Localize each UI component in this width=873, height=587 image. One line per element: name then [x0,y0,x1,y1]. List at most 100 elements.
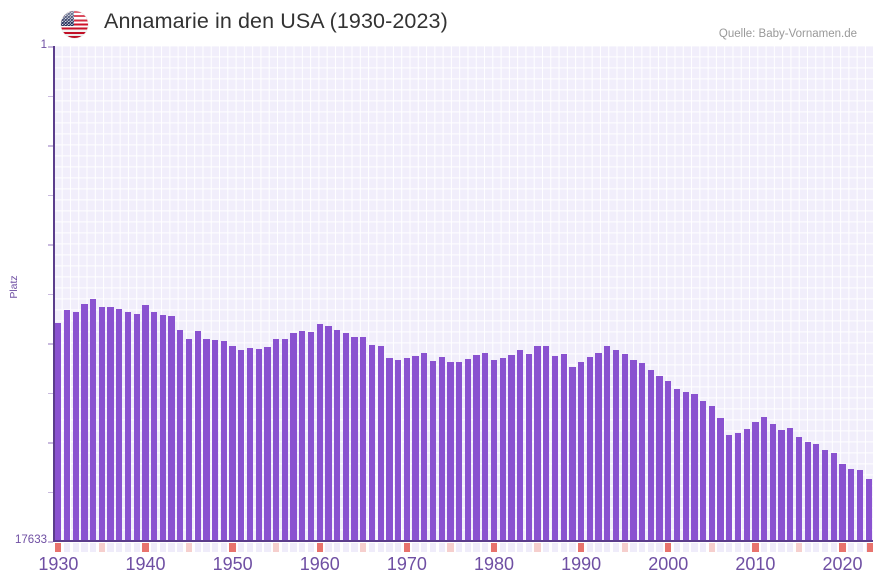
bar[interactable] [673,389,681,541]
bar[interactable] [508,355,515,541]
bar[interactable] [185,339,193,541]
bar[interactable] [717,417,724,541]
bar[interactable] [630,360,637,541]
bar[interactable] [90,298,97,541]
bar[interactable] [665,381,672,541]
bar[interactable] [151,311,158,541]
bar[interactable] [516,350,524,541]
bar[interactable] [586,357,593,541]
bar[interactable] [246,347,254,541]
bar[interactable] [81,303,88,541]
bar[interactable] [638,363,646,541]
bar[interactable] [682,391,689,541]
bar[interactable] [856,470,864,541]
bar[interactable] [534,346,541,541]
bar[interactable] [133,314,140,541]
bar[interactable] [55,323,62,541]
bar[interactable] [307,332,315,541]
bar[interactable] [743,428,750,541]
bar[interactable] [229,346,236,541]
bar[interactable] [334,329,341,541]
bar[interactable] [116,309,123,541]
bar[interactable] [656,376,663,541]
y-axis-tick [48,491,53,494]
bar[interactable] [212,339,219,541]
bar[interactable] [447,361,454,541]
x-axis-tick-cell [107,543,114,552]
bar[interactable] [543,345,550,541]
bar[interactable] [473,354,480,541]
bar[interactable] [752,422,759,541]
bar[interactable] [194,331,201,541]
bar[interactable] [203,338,210,541]
bar[interactable] [72,312,79,541]
bar[interactable] [281,338,289,541]
bar[interactable] [98,306,106,541]
bar[interactable] [342,332,349,541]
bar[interactable] [368,344,376,541]
x-axis-tick-cell [839,543,846,552]
bar[interactable] [168,316,175,541]
bar[interactable] [107,307,114,541]
bar[interactable] [830,453,837,541]
bar[interactable] [177,330,184,541]
bar[interactable] [351,336,358,541]
bar[interactable] [577,362,585,541]
bar[interactable] [787,428,794,541]
bar[interactable] [525,353,532,541]
bar[interactable] [726,435,733,541]
bar[interactable] [490,359,498,541]
bar[interactable] [839,464,846,541]
bar[interactable] [865,479,872,541]
bar[interactable] [691,393,698,541]
bar[interactable] [551,356,559,541]
bar[interactable] [124,312,132,541]
bar[interactable] [647,369,654,541]
chart-header: Annamarie in den USA (1930-2023) Quelle:… [0,0,873,46]
bar[interactable] [159,314,167,541]
bar[interactable] [464,358,471,541]
bar[interactable] [699,401,707,541]
bar[interactable] [273,339,280,541]
bar[interactable] [142,304,149,541]
bar[interactable] [316,323,323,541]
bar[interactable] [220,340,228,541]
bar[interactable] [438,356,445,541]
x-axis-tick-cell [98,543,106,552]
bar[interactable] [482,352,489,541]
bar[interactable] [377,345,384,541]
bar[interactable] [734,433,742,541]
bar[interactable] [804,441,811,541]
bar[interactable] [264,347,271,541]
bar[interactable] [848,469,855,541]
bar[interactable] [360,337,367,541]
bar[interactable] [813,444,820,541]
bar[interactable] [395,360,402,541]
bar[interactable] [255,349,262,541]
bar[interactable] [612,350,620,541]
x-axis-tick-cell [856,543,864,552]
bar[interactable] [560,354,567,541]
bar[interactable] [456,362,463,541]
bar[interactable] [621,354,628,541]
bar[interactable] [569,367,576,541]
bar[interactable] [299,330,306,541]
bar[interactable] [778,430,785,541]
bar[interactable] [604,346,611,541]
bar[interactable] [421,352,428,541]
bar[interactable] [760,416,768,541]
bar[interactable] [63,309,71,541]
bar[interactable] [821,449,829,541]
bar[interactable] [325,325,332,541]
bar[interactable] [499,358,506,541]
bar[interactable] [290,333,297,541]
bar[interactable] [386,358,393,541]
bar[interactable] [708,406,715,541]
bar[interactable] [795,436,803,541]
bar[interactable] [403,357,410,541]
bar[interactable] [238,350,245,541]
bar[interactable] [769,424,776,541]
bar[interactable] [595,353,602,541]
bar[interactable] [412,356,419,541]
bar[interactable] [429,360,437,541]
